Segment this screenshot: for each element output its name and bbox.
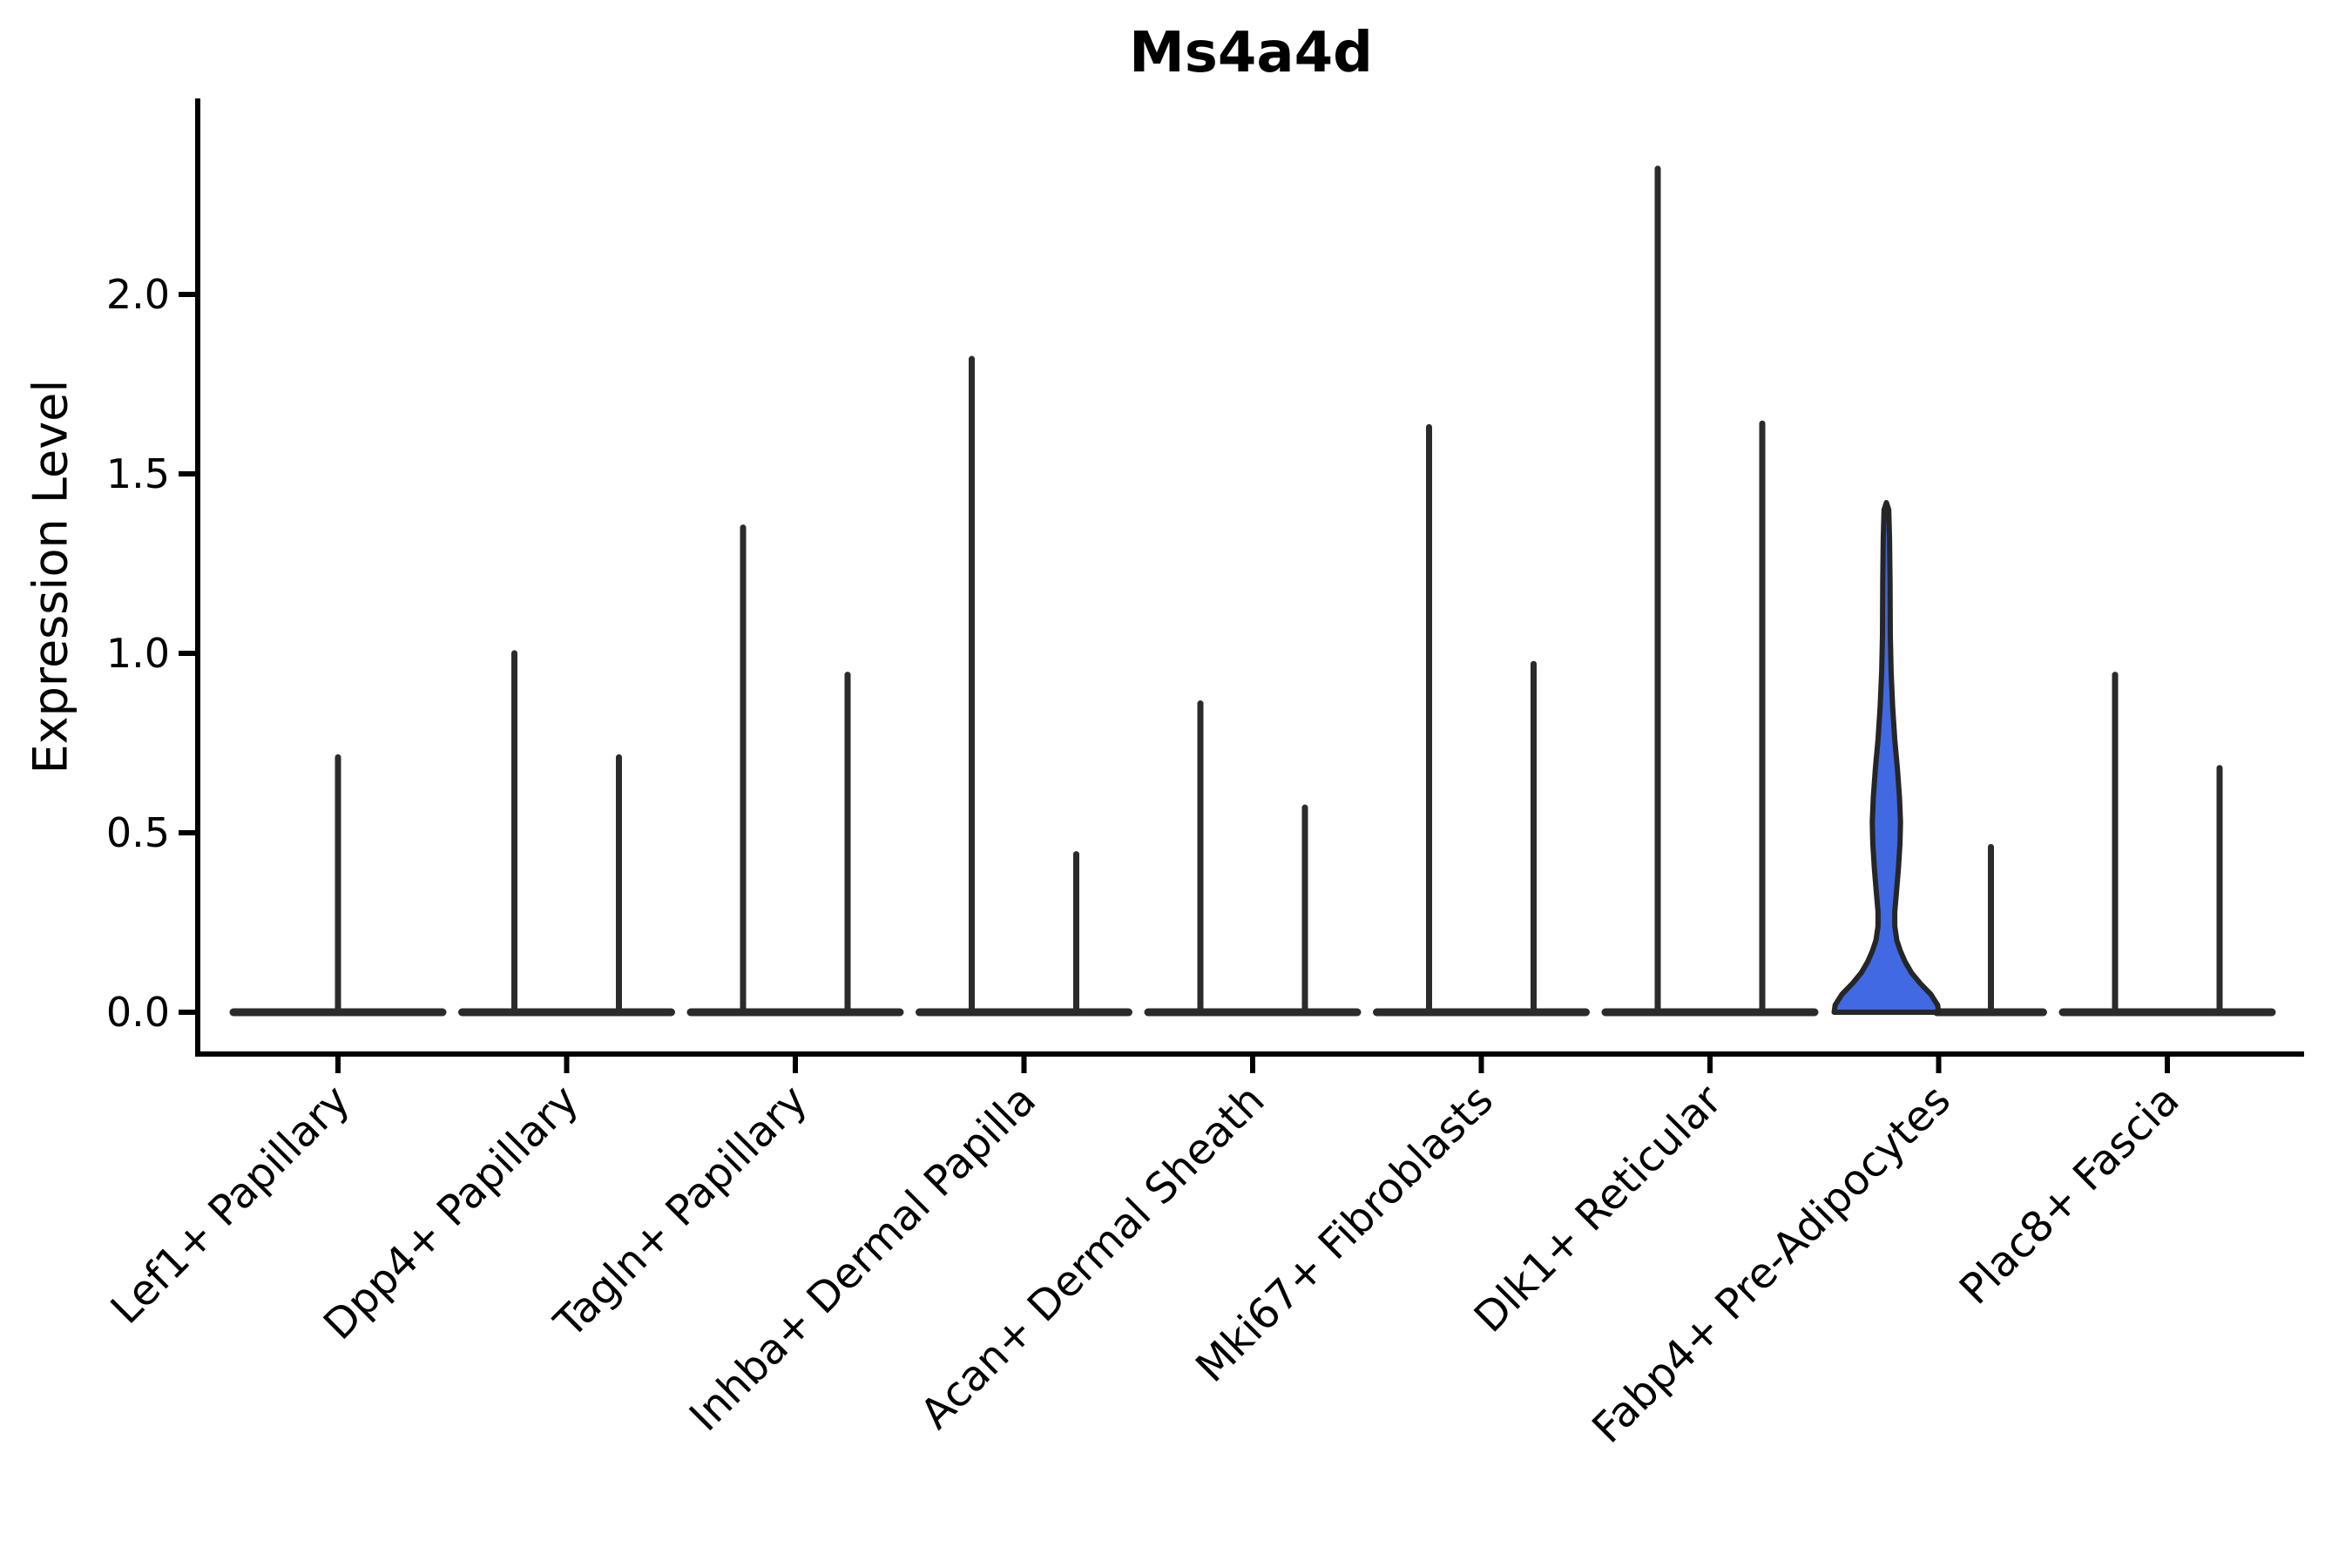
- x-tick-label: Lef1+ Papillary: [102, 1076, 360, 1334]
- y-tick-label: 0.0: [106, 989, 170, 1036]
- y-tick-label: 1.0: [106, 630, 170, 677]
- y-tick-label: 0.5: [106, 809, 170, 856]
- y-tick-label: 1.5: [106, 450, 170, 497]
- violin-filled: [1831, 499, 1942, 1015]
- x-tick-label: Plac8+ Fascia: [1950, 1076, 2189, 1315]
- chart-title: Ms4a4d: [1129, 21, 1373, 85]
- x-tick-label: Tagln+ Papillary: [544, 1076, 816, 1348]
- x-tick-label: Dpp4+ Papillary: [314, 1076, 588, 1349]
- y-tick-label: 2.0: [106, 271, 170, 318]
- x-tick-label: Dlk1+ Reticular: [1465, 1076, 1732, 1342]
